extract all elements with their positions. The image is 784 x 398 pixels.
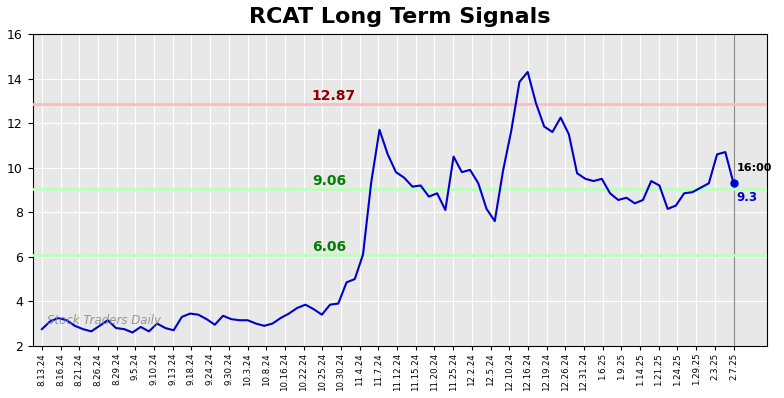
Text: Stock Traders Daily: Stock Traders Daily: [47, 314, 162, 327]
Text: 9.3: 9.3: [736, 191, 757, 204]
Text: 6.06: 6.06: [312, 240, 346, 254]
Title: RCAT Long Term Signals: RCAT Long Term Signals: [249, 7, 550, 27]
Text: 9.06: 9.06: [312, 174, 346, 187]
Text: 16:00: 16:00: [736, 163, 771, 173]
Text: 12.87: 12.87: [312, 89, 356, 103]
